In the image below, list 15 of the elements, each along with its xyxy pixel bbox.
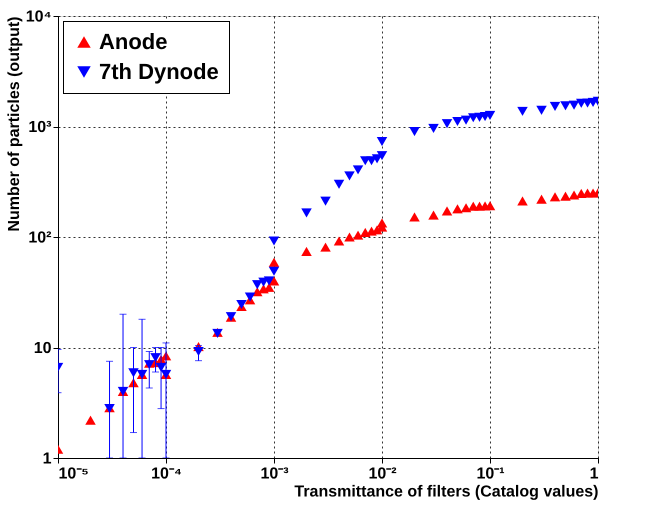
x-axis-title: Transmittance of filters (Catalog values) xyxy=(294,484,598,500)
x-tick-label: 10⁻¹ xyxy=(476,466,505,482)
y-tick-label: 10³ xyxy=(28,119,52,136)
x-tick-label: 10⁻³ xyxy=(260,466,289,482)
x-tick-label: 10⁻⁵ xyxy=(58,466,89,482)
y-tick-label: 10 xyxy=(34,340,52,357)
x-tick-label: 10⁻⁴ xyxy=(151,466,182,482)
legend-label: Anode xyxy=(99,29,168,54)
x-tick-label: 1 xyxy=(590,466,599,482)
y-tick-label: 1 xyxy=(42,450,52,468)
y-tick-label: 10⁴ xyxy=(26,8,52,26)
x-tick-label: 10⁻² xyxy=(368,466,397,482)
y-tick-label: 10² xyxy=(28,230,52,246)
y-axis-title: Number of particles (output) xyxy=(6,16,23,232)
legend-label: 7th Dynode xyxy=(99,59,219,84)
